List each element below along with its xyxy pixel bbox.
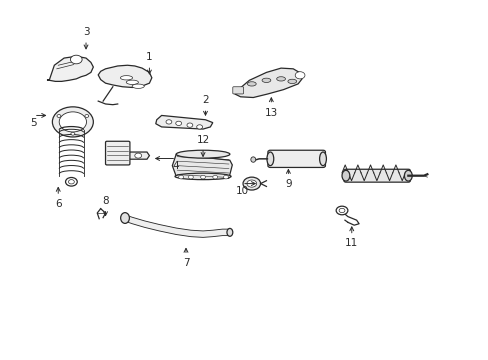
- Circle shape: [246, 180, 256, 187]
- Text: 9: 9: [285, 179, 291, 189]
- Circle shape: [165, 120, 171, 124]
- Text: 8: 8: [102, 196, 109, 206]
- Circle shape: [200, 175, 205, 179]
- Ellipse shape: [120, 76, 132, 80]
- Ellipse shape: [121, 213, 129, 224]
- Ellipse shape: [319, 152, 326, 166]
- Circle shape: [223, 175, 228, 179]
- Polygon shape: [125, 215, 229, 237]
- Text: 2: 2: [202, 95, 208, 105]
- Polygon shape: [156, 116, 212, 129]
- Ellipse shape: [341, 170, 349, 181]
- Text: 11: 11: [345, 238, 358, 248]
- Text: 5: 5: [30, 118, 37, 128]
- Circle shape: [196, 125, 202, 129]
- Text: 6: 6: [55, 199, 61, 209]
- Circle shape: [335, 206, 347, 215]
- FancyBboxPatch shape: [105, 141, 130, 165]
- Circle shape: [188, 175, 193, 179]
- Text: 7: 7: [183, 258, 189, 268]
- Circle shape: [295, 72, 305, 79]
- Ellipse shape: [132, 84, 144, 88]
- Ellipse shape: [287, 79, 296, 84]
- Ellipse shape: [276, 77, 285, 81]
- Circle shape: [70, 55, 82, 64]
- Text: 13: 13: [264, 108, 277, 118]
- Circle shape: [71, 132, 75, 135]
- Polygon shape: [172, 154, 232, 178]
- Circle shape: [135, 153, 142, 158]
- Text: 12: 12: [196, 135, 209, 145]
- Polygon shape: [234, 68, 302, 98]
- Polygon shape: [47, 56, 93, 81]
- Circle shape: [186, 123, 192, 127]
- Ellipse shape: [176, 150, 229, 158]
- Circle shape: [57, 114, 61, 117]
- FancyBboxPatch shape: [267, 150, 325, 167]
- FancyBboxPatch shape: [232, 87, 243, 94]
- Circle shape: [243, 177, 260, 190]
- Circle shape: [175, 121, 181, 126]
- Ellipse shape: [247, 82, 256, 86]
- Circle shape: [68, 180, 74, 184]
- Ellipse shape: [175, 173, 231, 180]
- Circle shape: [178, 175, 183, 179]
- Circle shape: [338, 208, 344, 213]
- Text: 3: 3: [82, 27, 89, 37]
- Circle shape: [212, 175, 217, 179]
- Circle shape: [59, 112, 86, 132]
- Circle shape: [52, 107, 93, 137]
- Polygon shape: [126, 152, 149, 159]
- Ellipse shape: [226, 228, 232, 236]
- FancyBboxPatch shape: [343, 169, 409, 182]
- Ellipse shape: [266, 152, 273, 166]
- Circle shape: [65, 177, 77, 186]
- Text: 4: 4: [173, 161, 179, 171]
- Ellipse shape: [404, 170, 411, 181]
- Text: 1: 1: [146, 52, 152, 62]
- Ellipse shape: [126, 80, 138, 85]
- Ellipse shape: [250, 157, 255, 162]
- Ellipse shape: [262, 78, 270, 82]
- Text: 10: 10: [235, 186, 248, 197]
- Polygon shape: [98, 65, 152, 87]
- Circle shape: [85, 114, 88, 117]
